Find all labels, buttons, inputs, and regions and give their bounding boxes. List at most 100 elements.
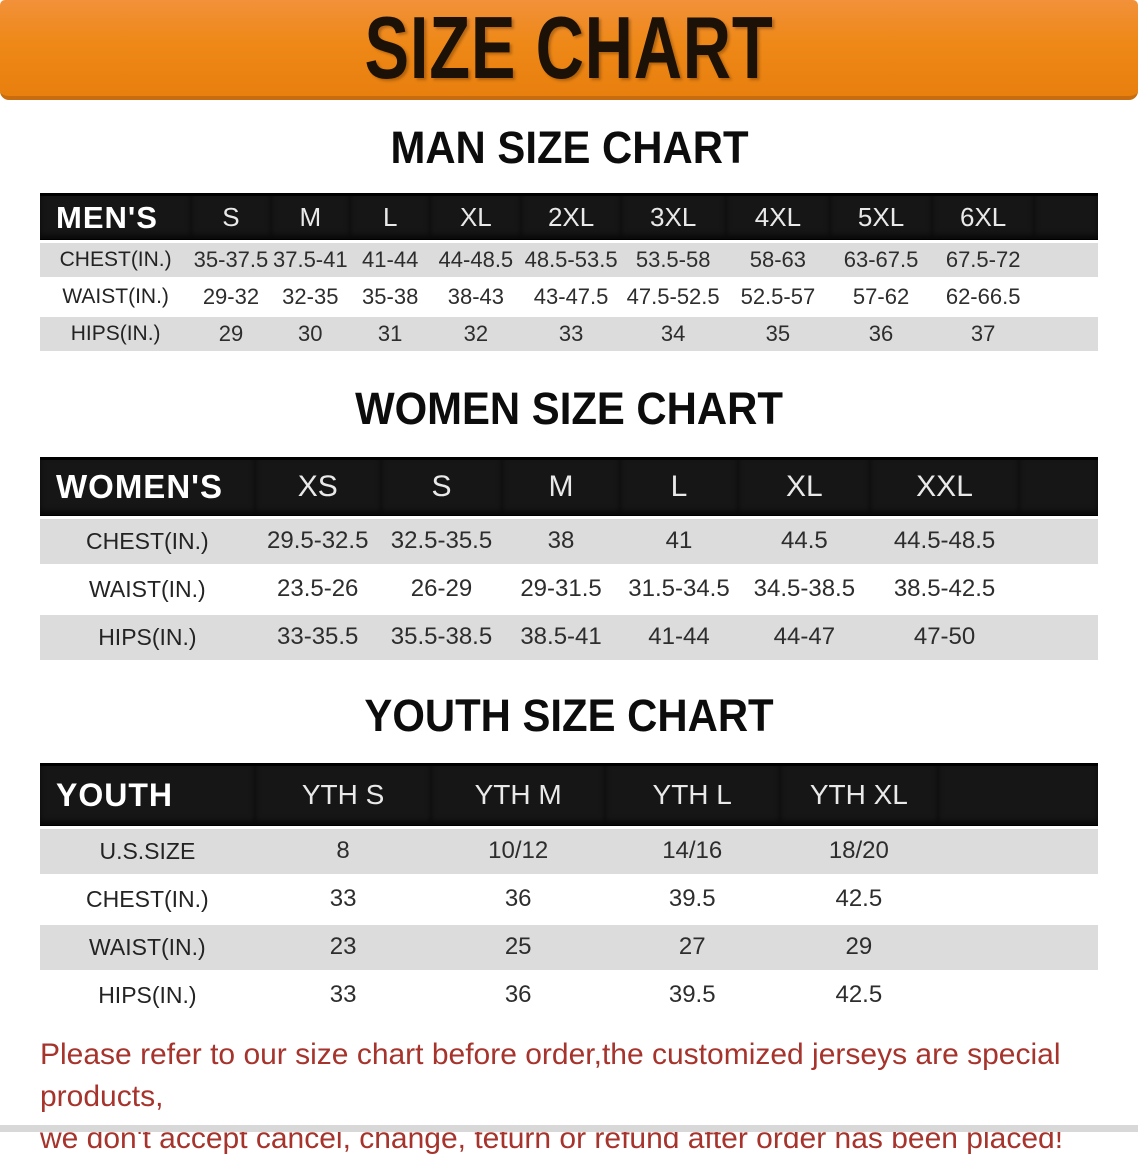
measurement-value-cell: 34 — [620, 314, 726, 352]
size-column-header: 3XL — [620, 193, 726, 241]
measurement-row: U.S.SIZE 8 10/12 14/16 18/20 — [40, 825, 1098, 874]
measurement-value-cell: 27 — [604, 921, 780, 970]
table-header-row: MEN'S S M L XL 2XL 3XL 4XL 5XL 6XL — [40, 193, 1098, 241]
bottom-edge-strip — [0, 1125, 1138, 1132]
size-column-header: YTH L — [604, 762, 780, 826]
measurement-row: WAIST(IN.) 23.5-26 26-29 29-31.5 31.5-34.5 34… — [40, 563, 1098, 612]
size-column-header: M — [270, 193, 350, 241]
table-group-label: WOMEN'S — [40, 456, 255, 516]
measurement-value-cell: 10/12 — [431, 825, 605, 874]
measurement-value-cell: 33 — [254, 873, 432, 922]
spacer-cell — [1018, 515, 1098, 564]
measurement-value-cell: 39.5 — [604, 873, 780, 922]
measurement-value-cell: 37 — [931, 314, 1035, 352]
measurement-value-cell: 36 — [830, 314, 932, 352]
row-label-cell: CHEST(IN.) — [40, 240, 192, 278]
measurement-value-cell: 33 — [254, 969, 432, 1018]
spacer-cell — [1018, 611, 1098, 660]
measurement-value-cell: 38.5-41 — [502, 611, 620, 660]
size-table: YOUTH YTH S YTH M YTH L YTH XL U.S.SIZE 8 10/12… — [40, 762, 1098, 1018]
spacer-cell — [1018, 563, 1098, 612]
measurement-value-cell: 26-29 — [380, 563, 503, 612]
measurement-value-cell: 29 — [779, 921, 939, 970]
size-column-header: XL — [738, 456, 871, 516]
spacer-header-cell — [938, 762, 1098, 826]
size-column-header: YTH S — [254, 762, 432, 826]
row-label-cell: WAIST(IN.) — [40, 563, 255, 612]
measurement-value-cell: 53.5-58 — [620, 240, 726, 278]
measurement-value-cell: 62-66.5 — [931, 277, 1035, 315]
measurement-value-cell: 35 — [725, 314, 831, 352]
row-label-cell: WAIST(IN.) — [40, 277, 192, 315]
measurement-value-cell: 31 — [349, 314, 431, 352]
measurement-value-cell: 29.5-32.5 — [254, 515, 381, 564]
disclaimer-line-1: Please refer to our size chart before or… — [40, 1037, 1061, 1113]
youth-section-heading: YOUTH SIZE CHART — [364, 689, 774, 741]
measurement-value-cell: 38.5-42.5 — [870, 563, 1019, 612]
banner-title: SIZE CHART — [364, 0, 774, 97]
men-size-chart-section: MAN SIZE CHART MEN'S S M L XL 2XL 3XL 4XL 5XL 6XL… — [0, 122, 1138, 352]
table-group-label: YOUTH — [40, 762, 255, 826]
measurement-value-cell: 38-43 — [430, 277, 522, 315]
women-section-heading: WOMEN SIZE CHART — [355, 383, 783, 435]
measurement-value-cell: 44-48.5 — [430, 240, 522, 278]
measurement-value-cell: 29-31.5 — [502, 563, 620, 612]
spacer-cell — [1034, 314, 1098, 352]
measurement-value-cell: 8 — [254, 825, 432, 874]
measurement-value-cell: 67.5-72 — [931, 240, 1035, 278]
measurement-value-cell: 31.5-34.5 — [619, 563, 739, 612]
measurement-value-cell: 44.5-48.5 — [870, 515, 1019, 564]
measurement-row: WAIST(IN.) 29-32 32-35 35-38 38-43 43-47.5 47.… — [40, 277, 1098, 315]
measurement-value-cell: 52.5-57 — [725, 277, 831, 315]
measurement-value-cell: 42.5 — [779, 873, 939, 922]
measurement-value-cell: 36 — [431, 969, 605, 1018]
spacer-cell — [938, 921, 1098, 970]
measurement-value-cell: 33 — [521, 314, 621, 352]
row-label-cell: HIPS(IN.) — [40, 611, 255, 660]
measurement-row: CHEST(IN.) 29.5-32.5 32.5-35.5 38 41 44.5 44.5… — [40, 515, 1098, 564]
measurement-value-cell: 35.5-38.5 — [380, 611, 503, 660]
measurement-value-cell: 32-35 — [270, 277, 350, 315]
row-label-cell: U.S.SIZE — [40, 825, 255, 874]
women-size-chart-section: WOMEN SIZE CHART WOMEN'S XS S M L XL XXL CHEST(… — [0, 383, 1138, 660]
size-column-header: XL — [430, 193, 522, 241]
size-column-header: 2XL — [521, 193, 621, 241]
measurement-value-cell: 47-50 — [870, 611, 1019, 660]
row-label-cell: CHEST(IN.) — [40, 515, 255, 564]
measurement-value-cell: 41-44 — [349, 240, 431, 278]
measurement-row: HIPS(IN.) 29 30 31 32 33 34 35 36 37 — [40, 314, 1098, 352]
table-header-row: YOUTH YTH S YTH M YTH L YTH XL — [40, 762, 1098, 826]
measurement-value-cell: 33-35.5 — [254, 611, 381, 660]
measurement-value-cell: 41-44 — [619, 611, 739, 660]
size-column-header: YTH XL — [779, 762, 939, 826]
size-table: MEN'S S M L XL 2XL 3XL 4XL 5XL 6XL CHEST(IN.) 35-37… — [40, 193, 1098, 352]
size-column-header: S — [380, 456, 503, 516]
measurement-value-cell: 25 — [431, 921, 605, 970]
measurement-row: CHEST(IN.) 35-37.5 37.5-41 41-44 44-48.5 48.5… — [40, 240, 1098, 278]
spacer-header-cell — [1034, 193, 1098, 241]
table-group-label: MEN'S — [40, 193, 192, 241]
size-table: WOMEN'S XS S M L XL XXL CHEST(IN.) 29.5-32.5 32.5… — [40, 456, 1098, 660]
men-section-heading: MAN SIZE CHART — [389, 122, 749, 173]
size-column-header: L — [349, 193, 431, 241]
measurement-value-cell: 23.5-26 — [254, 563, 381, 612]
measurement-row: HIPS(IN.) 33-35.5 35.5-38.5 38.5-41 41-44 44-… — [40, 611, 1098, 660]
measurement-row: CHEST(IN.) 33 36 39.5 42.5 — [40, 873, 1098, 922]
measurement-value-cell: 39.5 — [604, 969, 780, 1018]
measurement-value-cell: 63-67.5 — [830, 240, 932, 278]
measurement-value-cell: 38 — [502, 515, 620, 564]
spacer-cell — [1034, 277, 1098, 315]
spacer-cell — [938, 825, 1098, 874]
measurement-value-cell: 35-38 — [349, 277, 431, 315]
table-header-row: WOMEN'S XS S M L XL XXL — [40, 456, 1098, 516]
row-label-cell: HIPS(IN.) — [40, 969, 255, 1018]
measurement-value-cell: 35-37.5 — [191, 240, 271, 278]
measurement-value-cell: 44-47 — [738, 611, 871, 660]
size-column-header: YTH M — [431, 762, 605, 826]
size-column-header: 4XL — [725, 193, 831, 241]
youth-size-chart-section: YOUTH SIZE CHART YOUTH YTH S YTH M YTH L YTH… — [0, 689, 1138, 1018]
measurement-value-cell: 14/16 — [604, 825, 780, 874]
measurement-value-cell: 42.5 — [779, 969, 939, 1018]
measurement-row: HIPS(IN.) 33 36 39.5 42.5 — [40, 969, 1098, 1018]
spacer-header-cell — [1018, 456, 1098, 516]
